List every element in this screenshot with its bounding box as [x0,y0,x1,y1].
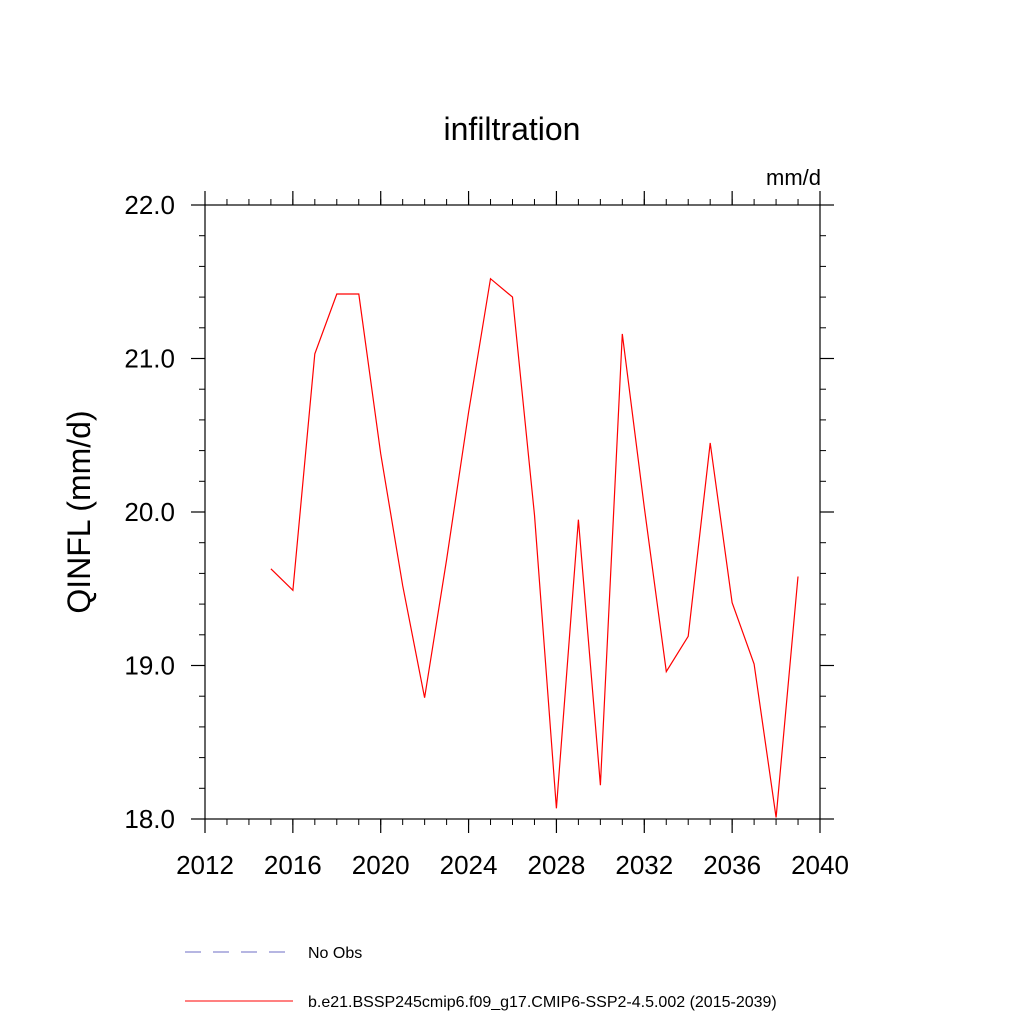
y-tick-label: 20.0 [124,497,175,527]
x-tick-label: 2020 [352,850,410,880]
minor-ticks [199,199,826,825]
x-tick-label: 2036 [703,850,761,880]
y-tick-label: 19.0 [124,651,175,681]
y-tick-label: 18.0 [124,804,175,834]
x-axis-ticks: 2012 2016 2020 2024 2028 2032 2036 2040 [176,191,849,880]
x-tick-label: 2024 [440,850,498,880]
x-tick-label: 2012 [176,850,234,880]
y-axis-ticks: 18.0 19.0 20.0 21.0 22.0 [124,190,834,834]
series-line [270,277,799,818]
series-layer [270,277,799,818]
y-tick-label: 21.0 [124,344,175,374]
x-tick-label: 2028 [528,850,586,880]
x-tick-label: 2016 [264,850,322,880]
legend-label: No Obs [308,945,362,962]
units-label: mm/d [766,165,821,190]
y-tick-label: 22.0 [124,190,175,220]
chart-title: infiltration [444,111,581,147]
legend: No Obs b.e21.BSSP245cmip6.f09_g17.CMIP6-S… [185,945,777,1011]
legend-label: b.e21.BSSP245cmip6.f09_g17.CMIP6-SSP2-4.… [308,994,777,1011]
x-tick-label: 2040 [791,850,849,880]
y-axis-label: QINFL (mm/d) [61,410,97,613]
x-tick-label: 2032 [615,850,673,880]
